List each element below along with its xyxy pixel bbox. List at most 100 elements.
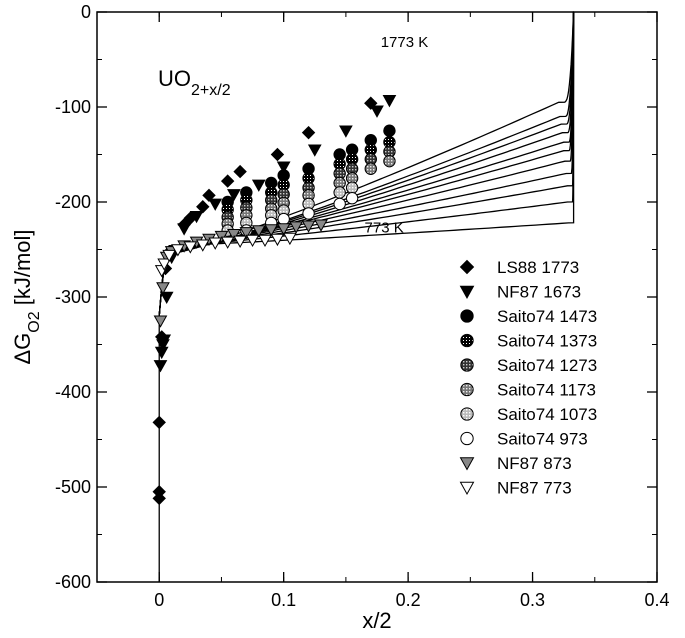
data-point (289, 221, 303, 234)
model-curve-773 (158, 12, 575, 317)
legend-label: Saito74 1473 (497, 307, 597, 326)
x-axis-label: x/2 (362, 608, 391, 633)
data-points (152, 95, 397, 506)
legend-marker (460, 309, 474, 323)
curve-annotation: 1773 K (381, 34, 429, 51)
data-point (183, 241, 198, 254)
data-point (177, 223, 191, 236)
y-label-subscript: O2 (26, 311, 43, 332)
data-point (345, 181, 359, 194)
chart-formula: UO2+x/2 (158, 66, 231, 99)
legend-item: NF87 1673 (459, 283, 581, 302)
y-label-main: ΔG (10, 333, 35, 365)
legend-marker (460, 333, 474, 348)
legend-item: Saito74 1073 (460, 405, 597, 424)
data-point (301, 220, 316, 233)
series-1 (153, 95, 397, 373)
data-point (383, 154, 396, 168)
legend-label: Saito74 1373 (497, 332, 597, 351)
data-point (159, 291, 174, 305)
data-point (220, 236, 235, 249)
data-point (302, 207, 315, 220)
legend-item: Saito74 1473 (460, 307, 597, 326)
data-point (162, 249, 177, 263)
x-tick-label: 0.3 (520, 590, 545, 610)
x-tick-label: 0.4 (644, 590, 669, 610)
legend-marker (460, 431, 474, 446)
data-point (227, 189, 241, 202)
legend-label: Saito74 973 (497, 430, 588, 449)
data-point (233, 235, 247, 248)
x-tick-label: 0 (154, 590, 164, 610)
data-point (370, 105, 384, 118)
legend-item: NF87 873 (459, 454, 572, 473)
legend-item: Saito74 1173 (460, 381, 596, 400)
data-point (157, 334, 172, 347)
formula-subscript: 2+x/2 (191, 82, 231, 99)
data-point (283, 232, 297, 246)
y-label-unit: [kJ/mol] (10, 229, 35, 311)
data-point (382, 95, 397, 108)
legend-marker (459, 481, 475, 496)
legend-item: Saito74 973 (460, 430, 588, 449)
data-point (152, 415, 166, 430)
data-point (333, 186, 346, 199)
data-point (277, 212, 290, 226)
legend-label: NF87 1673 (497, 283, 581, 302)
data-point (239, 227, 254, 240)
data-point (270, 233, 285, 247)
y-tick-label: 0 (81, 2, 91, 22)
data-point (220, 174, 235, 188)
series-9 (154, 232, 297, 278)
data-point (152, 485, 166, 499)
data-point (251, 225, 266, 238)
model-curve-873 (158, 11, 575, 317)
data-point (307, 144, 322, 157)
data-point (301, 125, 316, 140)
legend-label: Saito74 1173 (497, 381, 596, 400)
data-point (202, 188, 216, 203)
legend-label: NF87 773 (497, 479, 572, 498)
y-tick-label: -300 (55, 287, 91, 307)
data-point (339, 125, 353, 138)
data-point (333, 197, 346, 211)
legend-marker (459, 285, 475, 300)
legend-label: Saito74 1073 (497, 405, 597, 424)
curve-annotations: 1773 K 773 K (365, 34, 429, 236)
legend-item: NF87 773 (459, 479, 572, 498)
legend-marker (459, 457, 475, 471)
y-tick-label: -500 (55, 477, 91, 497)
legend-item: LS88 1773 (459, 258, 579, 277)
legend-item: Saito74 1273 (460, 356, 597, 375)
data-point (383, 124, 396, 137)
legend-label: NF87 873 (497, 454, 572, 473)
y-tick-label: -400 (55, 382, 91, 402)
x-tick-label: 0.1 (271, 590, 296, 610)
formula-base: UO (158, 66, 191, 91)
data-point (251, 179, 266, 192)
legend-item: Saito74 1373 (460, 332, 597, 351)
y-tick-label: -200 (55, 192, 91, 212)
data-point (276, 223, 291, 236)
data-point (264, 224, 279, 237)
data-point (157, 258, 172, 271)
data-point (196, 200, 210, 214)
data-point (156, 282, 170, 295)
data-point (345, 192, 359, 205)
data-point (153, 360, 168, 373)
data-point (258, 234, 272, 248)
y-tick-label: -100 (55, 97, 91, 117)
data-point (208, 237, 223, 250)
data-point (153, 315, 168, 328)
y-axis-label: ΔGO2 [kJ/mol] (10, 229, 43, 364)
legend-marker (460, 382, 474, 397)
legend-label: LS88 1773 (497, 258, 579, 277)
data-point (314, 219, 328, 232)
axis-ticks: 0 0.1 0.2 0.3 0.4 0 -100 -200 -300 -400 -500 -600 (55, 2, 670, 610)
data-point (270, 147, 285, 162)
data-point (227, 229, 241, 242)
data-point (245, 234, 260, 248)
curve-annotation: 773 K (365, 219, 404, 236)
x-tick-label: 0.2 (396, 590, 421, 610)
